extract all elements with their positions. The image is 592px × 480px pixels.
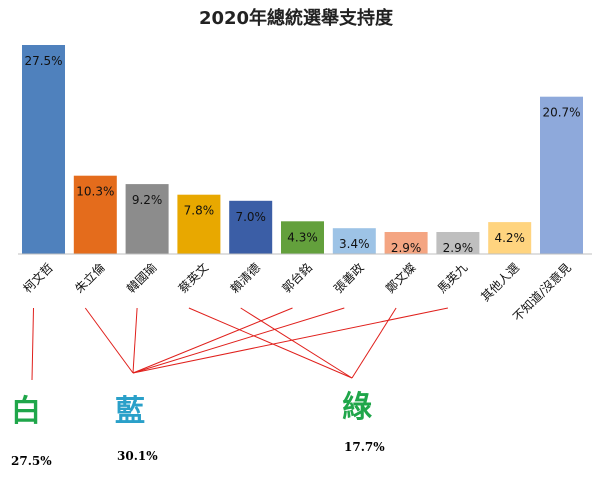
bar-5: [281, 221, 324, 254]
category-label-5: 郭台銘: [279, 260, 315, 296]
category-label-6: 張善政: [331, 260, 367, 296]
category-label-4: 賴清德: [227, 260, 263, 296]
bar-value-label-9: 4.2%: [494, 231, 525, 245]
category-label-9: 其他人選: [478, 260, 522, 304]
bar-6: [332, 228, 376, 254]
bar-value-label-8: 2.9%: [443, 241, 474, 255]
chart-title: 2020年總統選舉支持度: [199, 7, 394, 29]
bar-value-label-5: 4.3%: [287, 230, 318, 244]
category-label-8: 馬英九: [435, 260, 470, 295]
bar-value-label-0: 27.5%: [24, 54, 62, 68]
connector-line-2-7: [351, 307, 397, 379]
bar-9: [488, 222, 532, 254]
group-white-percent: 27.5%: [11, 454, 52, 468]
bar-0: [22, 45, 65, 254]
bar-3: [177, 194, 221, 254]
category-label-2: 韓國瑜: [123, 260, 159, 296]
connector-line-1-8: [132, 307, 449, 374]
bar-10: [540, 96, 583, 254]
group-blue-label: 藍: [115, 394, 145, 429]
bar-1: [73, 175, 117, 254]
category-label-1: 朱立倫: [72, 260, 108, 296]
connector-line-2-3: [188, 307, 353, 379]
bar-7: [384, 232, 428, 254]
group-green-percent: 17.7%: [344, 440, 385, 454]
connector-line-1-6: [132, 307, 345, 374]
bar-value-label-7: 2.9%: [391, 241, 422, 255]
bar-4: [229, 200, 273, 254]
connector-line-2-4: [240, 307, 353, 379]
bar-value-label-10: 20.7%: [542, 106, 580, 120]
category-label-0: 柯文哲: [20, 260, 56, 296]
category-label-7: 鄭文燦: [382, 260, 418, 296]
bar-2: [125, 184, 169, 254]
connector-line-1-5: [132, 307, 293, 374]
group-blue-percent: 30.1%: [117, 449, 158, 463]
connector-line-1-2: [132, 307, 138, 374]
group-green-label: 綠: [342, 390, 372, 425]
group-white-label: 白: [11, 394, 41, 429]
bar-value-label-2: 9.2%: [132, 193, 163, 207]
bar-value-label-3: 7.8%: [184, 204, 215, 218]
connector-line-0-0: [31, 307, 34, 381]
bar-value-label-4: 7.0%: [235, 210, 266, 224]
bar-value-label-1: 10.3%: [76, 185, 114, 199]
connector-line-1-1: [84, 307, 134, 374]
bar-value-label-6: 3.4%: [339, 237, 370, 251]
bar-8: [436, 232, 480, 254]
category-label-3: 蔡英文: [175, 260, 211, 296]
